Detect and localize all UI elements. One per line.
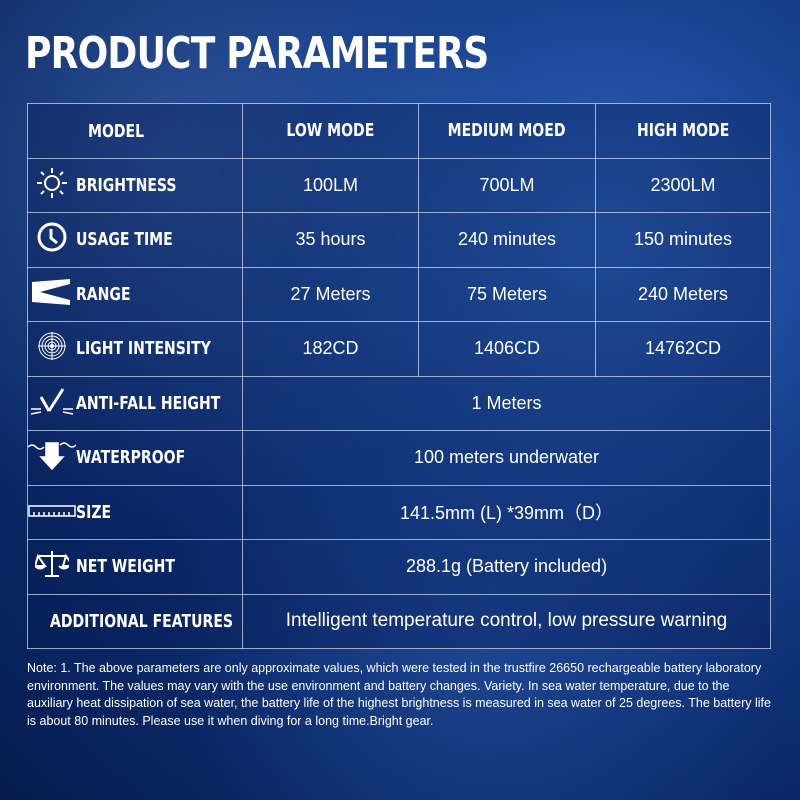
header-medium: MEDIUM MOED bbox=[448, 120, 566, 142]
fall-icon bbox=[28, 385, 76, 422]
ruler-icon bbox=[28, 502, 76, 523]
table-row: ANTI-FALL HEIGHT 1 Meters bbox=[27, 375, 771, 431]
table-row: BRIGHTNESS 100LM 700LM 2300LM bbox=[27, 157, 771, 213]
scale-icon bbox=[28, 549, 76, 584]
footnote: Note: 1. The above parameters are only a… bbox=[27, 661, 771, 728]
header-high: HIGH MODE bbox=[636, 120, 730, 142]
table-row: USAGE TIME 35 hours 240 minutes 150 minute… bbox=[27, 212, 771, 268]
header-row: MODEL LOW MODE MEDIUM MOED HIGH MODE bbox=[27, 103, 771, 159]
parameters-table: MODEL LOW MODE MEDIUM MOED HIGH MODE BRI… bbox=[27, 103, 771, 649]
table-row: NET WEIGHT 288.1g (Battery included) bbox=[27, 539, 771, 595]
table-row: ADDITIONAL FEATURES Intelligent temperat… bbox=[27, 593, 771, 649]
sun-icon bbox=[28, 166, 76, 205]
page-title: PRODUCT PARAMETERS bbox=[25, 28, 489, 79]
beam-icon bbox=[28, 278, 76, 310]
table-row: SIZE 141.5mm (L) *39mm（D） bbox=[27, 484, 771, 540]
table-row: LIGHT INTENSITY 182CD 1406CD 14762CD bbox=[27, 321, 771, 377]
table-row: RANGE 27 Meters 75 Meters 240 Meters bbox=[27, 266, 771, 322]
water-arrow-icon bbox=[27, 439, 77, 476]
table-row: WATERPROOF 100 meters underwater bbox=[27, 430, 771, 486]
header-low: LOW MODE bbox=[286, 120, 375, 142]
target-icon bbox=[28, 331, 76, 366]
header-model: MODEL bbox=[88, 120, 145, 142]
clock-icon bbox=[28, 221, 76, 258]
